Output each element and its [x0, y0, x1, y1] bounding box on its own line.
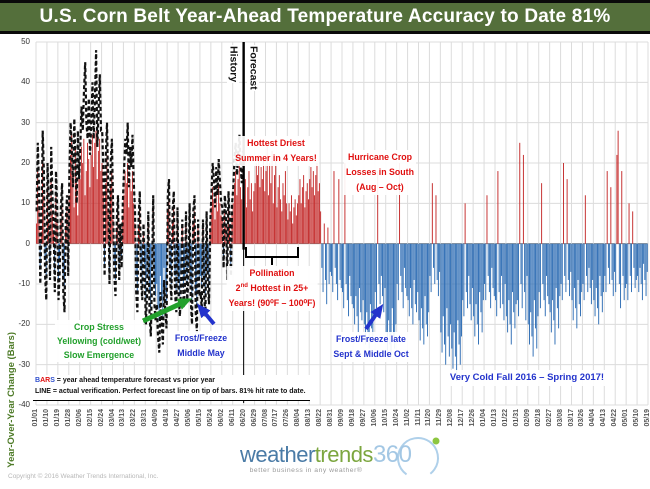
annotation-very-cold: Very Cold Fall 2016 – Spring 2017! — [447, 370, 607, 387]
y-tick-label: 10 — [21, 198, 30, 208]
logo-arc-icon — [397, 437, 440, 479]
y-tick-label: 0 — [25, 238, 30, 248]
annotation-hottest-driest: Hottest Driest Summer in 4 Years! — [233, 136, 319, 166]
weathertrends360-logo: weathertrends360 — [240, 441, 412, 468]
y-tick-label: -30 — [18, 359, 30, 369]
page-title: U.S. Corn Belt Year-Ahead Temperature Ac… — [39, 6, 611, 27]
pollination-bracket-tick — [271, 257, 273, 265]
annotation-crop-stress: Crop Stress Yellowing (cold/wet) Slow Em… — [54, 320, 144, 363]
copyright-text: Copyright © 2016 Weather Trends Internat… — [8, 473, 159, 480]
forecast-label: Forecast — [247, 45, 260, 91]
annotation-frost-may: Frost/Freeze Middle May — [172, 331, 230, 361]
legend-box: BARS = year ahead temperature forecast v… — [33, 375, 310, 401]
legend-line-bars: BARS = year ahead temperature forecast v… — [35, 377, 215, 384]
y-tick-label: 20 — [21, 158, 30, 167]
chart-title-bar: U.S. Corn Belt Year-Ahead Temperature Ac… — [0, 0, 650, 34]
annotation-frost-oct: Frost/Freeze late Sept & Middle Oct — [331, 332, 411, 362]
y-tick-label: -20 — [18, 319, 30, 329]
y-tick-label: -40 — [18, 400, 30, 409]
y-tick-label: -10 — [18, 279, 30, 288]
logo-green-dot — [432, 437, 440, 445]
y-tick-label: 50 — [21, 37, 30, 46]
y-tick-label: 30 — [21, 117, 30, 127]
annotation-pollination: Pollination 2nd Hottest in 25+ Years! (9… — [226, 266, 318, 311]
logo-tagline: better business in any weather® — [249, 467, 363, 474]
history-label: History — [227, 45, 240, 84]
y-tick-label: 40 — [21, 77, 30, 87]
verification-line — [35, 50, 245, 353]
annotation-hurricane: Hurricane Crop Losses in South (Aug – Oc… — [344, 150, 416, 195]
legend-line-verification: LINE = actual verification. Perfect fore… — [35, 387, 306, 395]
